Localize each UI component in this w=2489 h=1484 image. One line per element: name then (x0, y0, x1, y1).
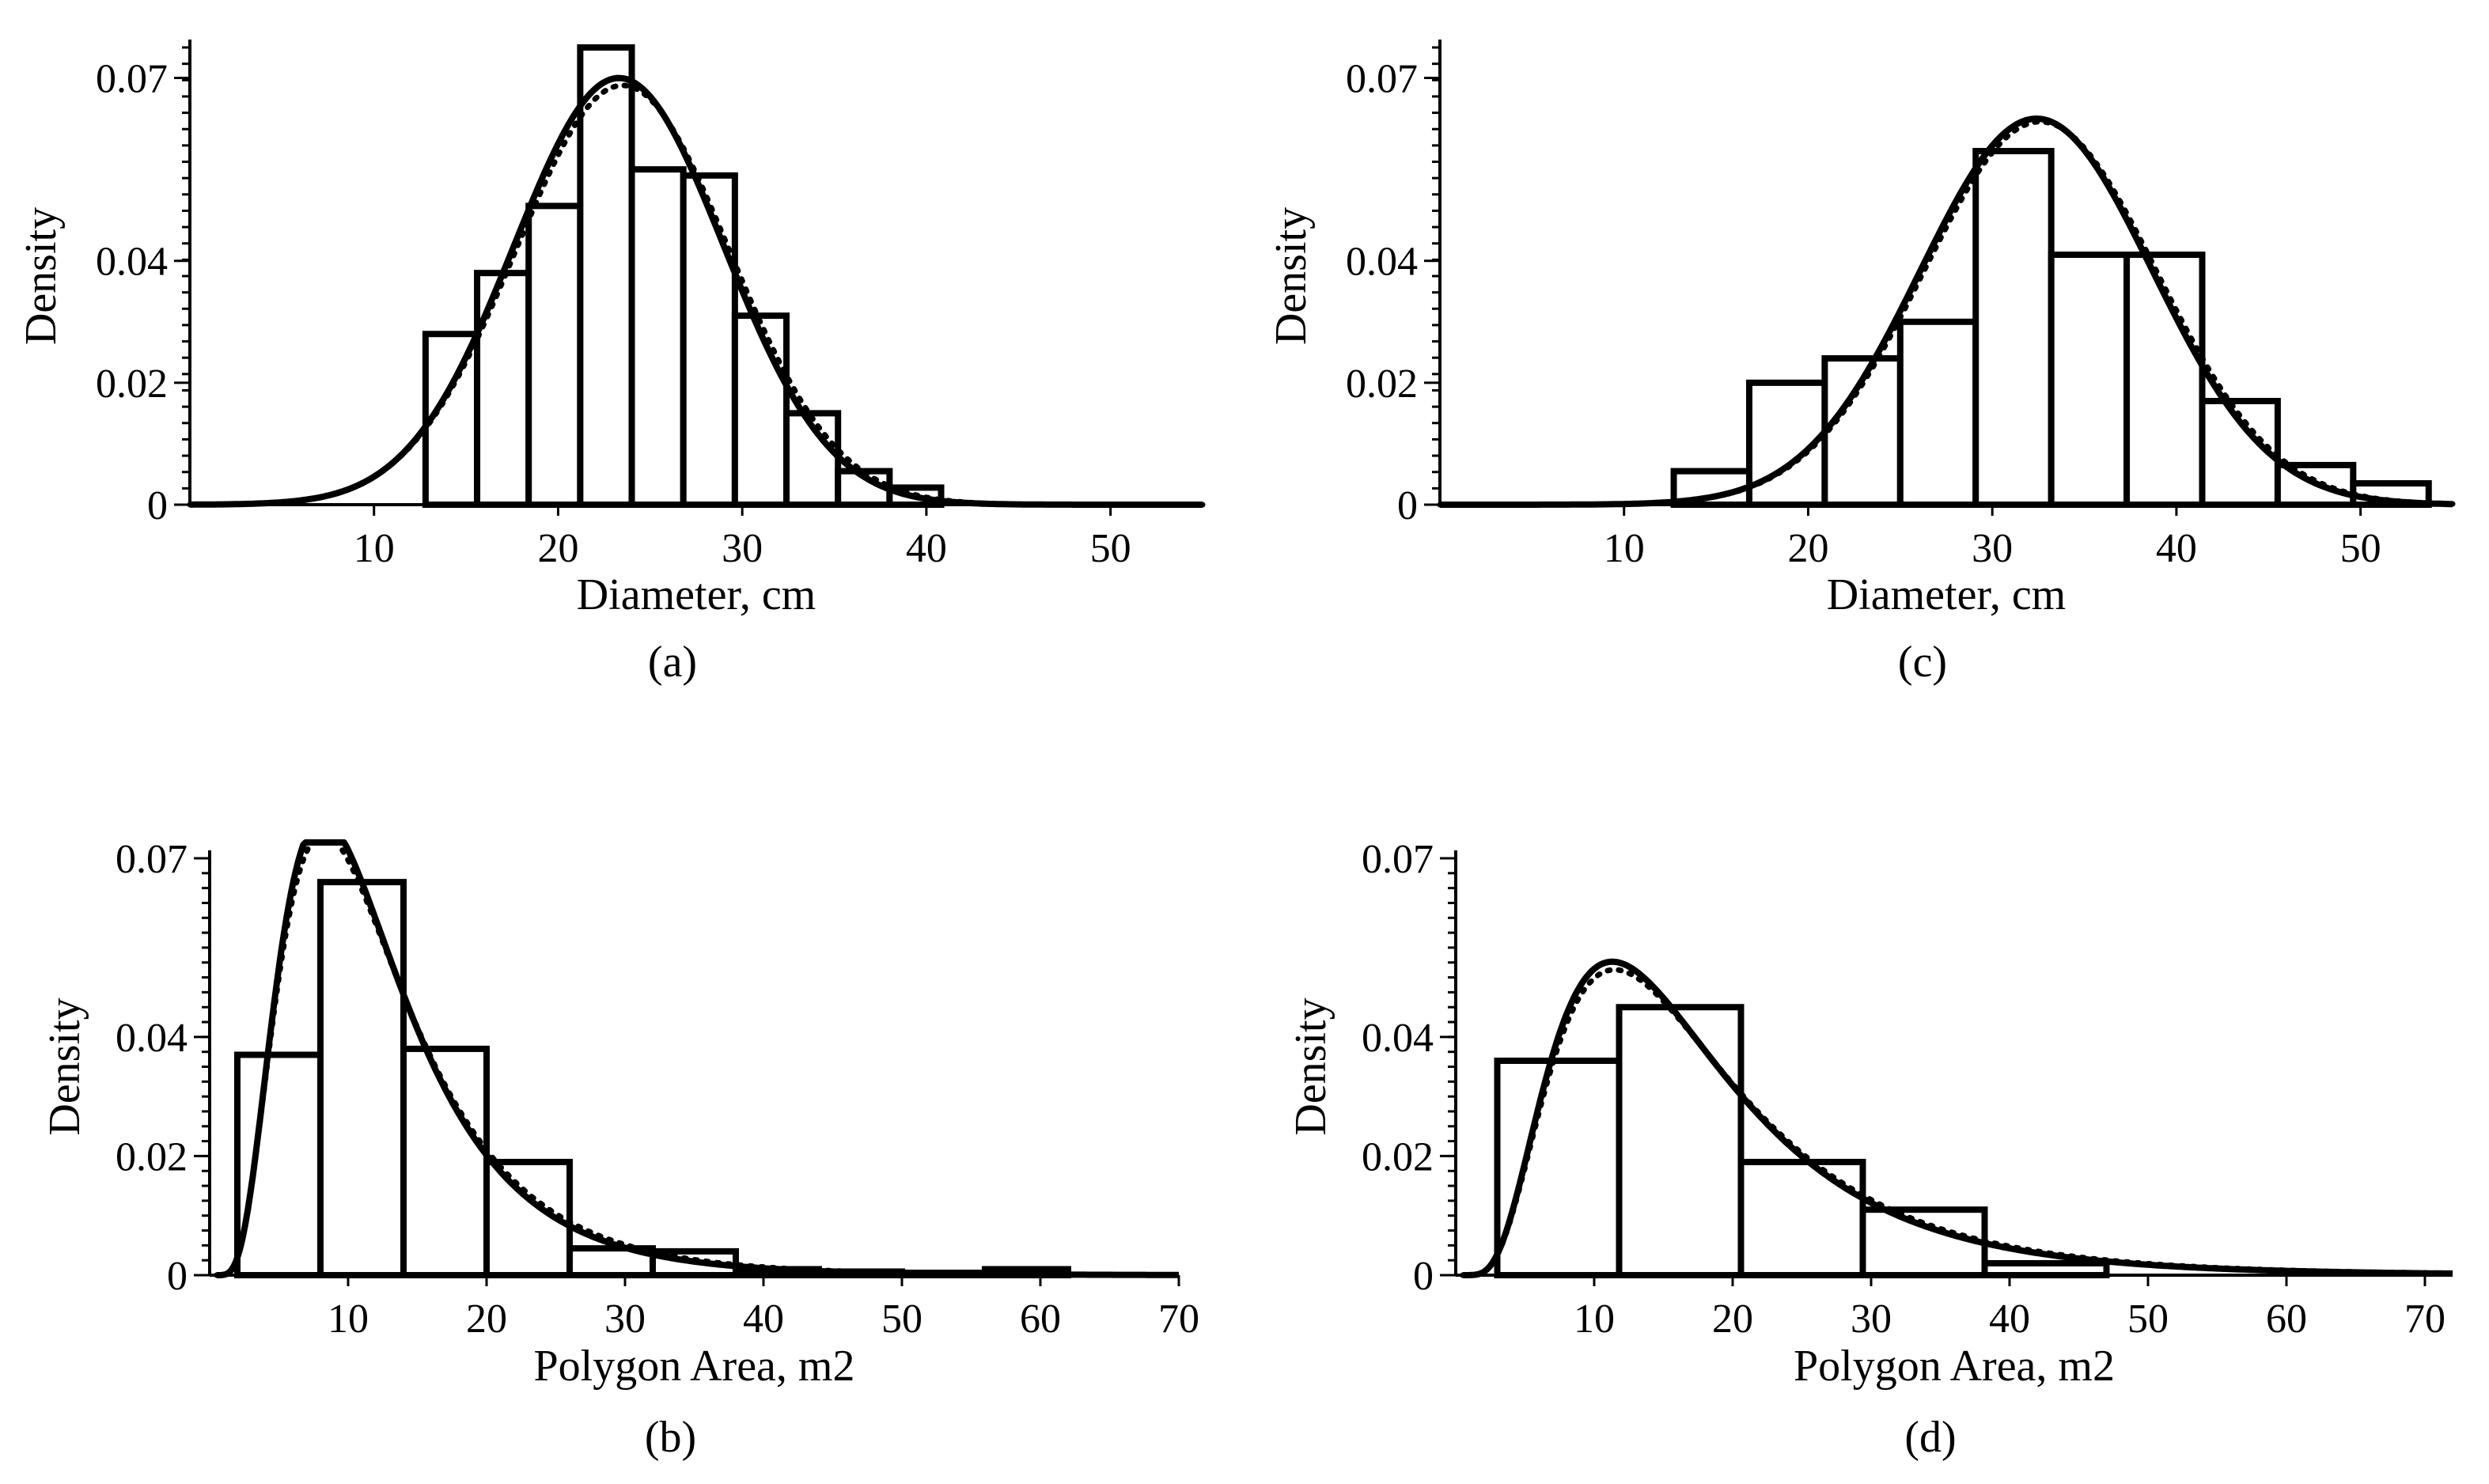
y-tick-label-d-0: 0 (1413, 1254, 1434, 1299)
x-tick-label-d-4: 50 (2127, 1297, 2169, 1342)
x-tick-label-b-2: 30 (604, 1297, 646, 1342)
y-tick-label-c-1: 0.02 (1346, 362, 1418, 407)
y-tick-label-b-0: 0 (167, 1254, 188, 1299)
histogram-bar-a-2 (525, 203, 584, 508)
y-axis-label-a: Density (17, 207, 66, 345)
histogram-bar-d-4 (1981, 1259, 2110, 1279)
x-tick-label-b-3: 40 (743, 1297, 784, 1342)
panel-label-a: (a) (648, 638, 697, 687)
y-tick-label-b-3: 0.07 (116, 837, 188, 882)
panel-label-d: (d) (1904, 1413, 1956, 1462)
y-tick-label-c-3: 0.07 (1346, 57, 1418, 102)
y-tick-label-a-0: 0 (147, 483, 168, 528)
y-tick-label-d-3: 0.07 (1362, 837, 1434, 882)
histogram-bar-a-4 (628, 166, 687, 508)
x-tick-label-c-3: 40 (2156, 526, 2197, 571)
x-axis-label-c: Diameter, cm (1827, 570, 2067, 619)
y-tick-label-a-1: 0.02 (96, 362, 168, 407)
y-tick-label-d-2: 0.04 (1362, 1016, 1434, 1061)
histogram-bar-a-6 (731, 312, 790, 508)
y-axis-label-b: Density (40, 998, 89, 1135)
histogram-bar-d-1 (1616, 1004, 1745, 1278)
histogram-bar-a-5 (680, 172, 738, 508)
x-tick-label-b-0: 10 (328, 1297, 369, 1342)
y-tick-label-b-2: 0.04 (116, 1016, 188, 1061)
x-tick-label-d-1: 20 (1712, 1297, 1753, 1342)
x-tick-label-c-1: 20 (1787, 526, 1828, 571)
histogram-bar-d-2 (1737, 1158, 1866, 1279)
x-tick-label-d-2: 30 (1851, 1297, 1892, 1342)
x-tick-label-b-4: 50 (881, 1297, 922, 1342)
panel-label-b: (b) (645, 1413, 696, 1462)
fit-dotted-curve-d (1460, 967, 2456, 1278)
y-tick-label-d-1: 0.02 (1362, 1134, 1434, 1179)
x-tick-label-b-6: 70 (1158, 1297, 1199, 1342)
chart-panel-a: 10 20 30 40 50 0 0.02 0.04 0.07 Diameter, cm Densi… (17, 40, 1206, 687)
y-tick-label-a-3: 0.07 (96, 57, 168, 102)
x-axis-label-a: Diameter, cm (577, 570, 816, 619)
y-axis-label-d: Density (1286, 998, 1335, 1135)
chart-panel-c: 10 20 30 40 50 0 0.02 0.04 0.07 Diameter, cm Densi… (1267, 40, 2456, 687)
y-tick-label-a-2: 0.04 (96, 240, 168, 285)
histogram-bar-a-1 (474, 270, 532, 508)
y-tick-label-c-2: 0.04 (1346, 240, 1418, 285)
histogram-bar-b-2 (400, 1045, 490, 1279)
chart-panel-d: 10 20 30 40 50 60 70 0 0.02 0.04 0.07 Polygon Area,… (1286, 837, 2456, 1462)
x-axis-label-b: Polygon Area, m2 (534, 1342, 855, 1391)
y-axis-label-c: Density (1267, 207, 1316, 345)
x-tick-label-c-0: 10 (1604, 526, 1645, 571)
histogram-bar-c-3 (1896, 318, 1979, 508)
y-tick-label-c-0: 0 (1397, 483, 1418, 528)
histogram-bar-c-2 (1821, 355, 1904, 509)
x-tick-label-d-5: 60 (2266, 1297, 2307, 1342)
x-tick-label-a-3: 40 (906, 526, 947, 571)
histogram-bar-d-3 (1859, 1206, 1988, 1278)
x-tick-label-a-2: 30 (722, 526, 763, 571)
x-axis-label-d: Polygon Area, m2 (1794, 1342, 2115, 1391)
x-tick-label-a-1: 20 (537, 526, 578, 571)
panel-label-c: (c) (1898, 638, 1947, 687)
histogram-bar-c-5 (2048, 252, 2131, 508)
x-tick-label-a-4: 50 (1090, 526, 1131, 571)
histogram-bar-c-4 (1972, 148, 2055, 508)
x-tick-label-d-3: 40 (1989, 1297, 2030, 1342)
x-tick-label-a-0: 10 (354, 526, 395, 571)
x-tick-label-d-6: 70 (2404, 1297, 2445, 1342)
y-tick-label-b-1: 0.02 (116, 1134, 188, 1179)
x-tick-label-b-1: 20 (466, 1297, 507, 1342)
x-tick-label-d-0: 10 (1574, 1297, 1615, 1342)
fit-solid-curve-d (1461, 958, 2453, 1278)
histogram-bar-a-3 (577, 44, 635, 508)
histogram-bar-b-1 (317, 879, 407, 1278)
histogram-bar-b-0 (234, 1051, 324, 1278)
histogram-bar-d-0 (1494, 1057, 1623, 1278)
x-tick-label-b-5: 60 (1020, 1297, 1061, 1342)
x-tick-label-c-4: 50 (2340, 526, 2381, 571)
x-tick-label-c-2: 30 (1972, 526, 2013, 571)
chart-panel-b: 10 20 30 40 50 60 70 0 0.02 0.04 0.07 Polygon Area,… (40, 837, 1199, 1462)
